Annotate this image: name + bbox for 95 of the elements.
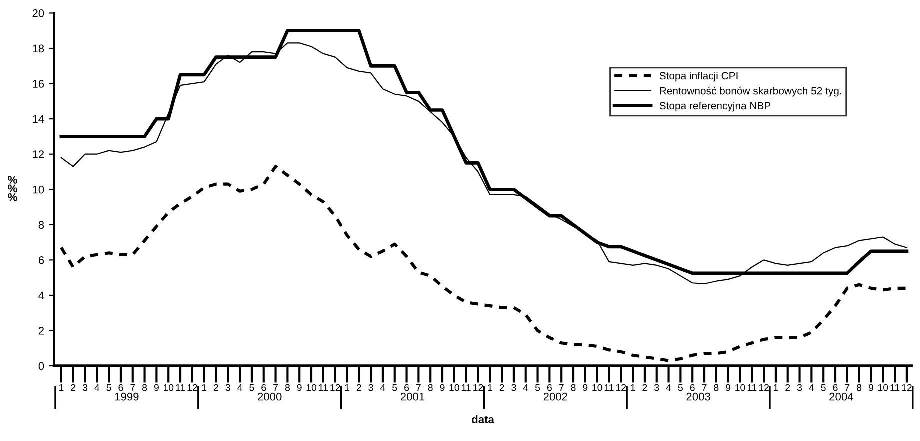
x-tick-label: 5 (821, 384, 826, 392)
x-tick-label: 7 (702, 384, 707, 392)
x-tick-label: 12 (759, 384, 769, 392)
x-tick-label: 4 (94, 384, 100, 392)
y-tick-label: 2 (38, 327, 44, 335)
x-tick-label: 1 (345, 384, 350, 392)
x-tick-label: 3 (368, 384, 374, 392)
y-tick-label: 8 (38, 221, 44, 230)
x-tick-label: 6 (262, 384, 266, 392)
x-tick-label: 3 (226, 384, 230, 392)
x-tick-label: 9 (726, 384, 731, 392)
x-tick-label: 8 (571, 384, 576, 392)
x-tick-label: 9 (297, 384, 302, 392)
y-tick-label: 14 (33, 115, 44, 124)
x-tick-label: 1 (488, 384, 492, 392)
x-tick-label: 7 (845, 384, 850, 392)
x-tick-label: 5 (535, 384, 540, 392)
x-tick-label: 11 (604, 384, 614, 392)
x-tick-label: 6 (118, 384, 124, 392)
x-tick-label: 4 (809, 384, 814, 392)
x-tick-label: 4 (666, 384, 672, 392)
x-tick-label: 10 (878, 384, 888, 392)
x-tick-label: 10 (736, 384, 746, 392)
x-tick-label: 5 (392, 384, 398, 392)
x-tick-label: 11 (319, 384, 328, 392)
x-tick-label: 1 (774, 384, 778, 392)
y-tick-label: 20 (32, 9, 44, 18)
x-tick-label: 9 (583, 384, 588, 392)
x-tick-label: 2 (214, 384, 218, 392)
x-tick-label: 11 (748, 384, 757, 392)
x-tick-label: 12 (902, 384, 912, 392)
x-tick-label: 5 (678, 384, 683, 392)
y-tick-label: 18 (33, 44, 44, 53)
y-axis-title: %%% (8, 176, 18, 202)
x-tick-label: 9 (440, 384, 445, 392)
x-tick-label: 3 (797, 384, 802, 392)
x-tick-label: 1 (631, 384, 636, 392)
x-tick-label: 8 (714, 384, 719, 392)
x-tick-label: 5 (250, 384, 254, 392)
text: 2002 (544, 392, 568, 401)
y-tick-label: 16 (33, 80, 44, 88)
x-tick-label: 10 (164, 384, 174, 392)
text: 2001 (400, 392, 425, 401)
x-tick-label: 8 (285, 384, 290, 392)
legend-label: Stopa referencyjna NBP (660, 102, 771, 112)
x-tick-label: 8 (857, 384, 862, 392)
x-tick-label: 4 (380, 384, 386, 392)
x-tick-label: 9 (154, 384, 159, 392)
x-tick-label: 3 (512, 384, 516, 392)
x-tick-label: 1 (59, 384, 64, 392)
x-tick-label: 3 (82, 384, 88, 392)
x-tick-label: 2 (356, 384, 362, 392)
x-tick-label: 7 (130, 384, 136, 392)
x-tick-label: 7 (416, 384, 421, 392)
legend-label: Stopa inflacji CPI (660, 72, 738, 82)
x-tick-label: 5 (106, 384, 112, 392)
y-tick-label: 10 (33, 186, 44, 194)
text: 1999 (115, 392, 139, 401)
x-tick-label: 11 (890, 384, 900, 392)
x-tick-label: 2 (500, 384, 504, 392)
x-tick-label: 11 (176, 384, 186, 392)
x-tick-label: 6 (690, 384, 695, 392)
x-tick-label: 6 (404, 384, 410, 392)
x-tick-label: 2 (642, 384, 648, 392)
x-tick-label: 10 (306, 384, 317, 392)
x-tick-label: 12 (616, 384, 626, 392)
x-tick-label: 6 (547, 384, 552, 392)
x-tick-label: 10 (450, 384, 460, 392)
x-tick-label: 6 (833, 384, 838, 392)
y-tick-label: 4 (38, 292, 44, 300)
x-tick-label: 3 (654, 384, 660, 392)
x-tick-label: 2 (71, 384, 76, 392)
x-tick-label: 12 (330, 384, 340, 392)
text: 2004 (830, 392, 854, 401)
x-tick-label: 11 (462, 384, 471, 392)
x-tick-label: 12 (474, 384, 484, 392)
x-tick-label: 9 (868, 384, 874, 392)
x-tick-label: 2 (786, 384, 790, 392)
y-tick-label: 12 (33, 150, 44, 158)
line-series (60, 165, 908, 362)
x-tick-label: 8 (428, 384, 433, 392)
x-tick-label: 1 (202, 384, 207, 392)
x-axis-title: data (472, 415, 494, 424)
text: 2000 (258, 392, 282, 401)
y-tick-label: 6 (38, 256, 44, 264)
x-tick-label: 8 (142, 384, 148, 392)
x-tick-label: 4 (523, 384, 528, 392)
x-tick-label: 4 (238, 384, 242, 392)
x-tick-label: 7 (274, 384, 278, 392)
x-tick-label: 7 (559, 384, 564, 392)
legend-label: Rentowność bonów skarbowych 52 tyg. (660, 86, 842, 97)
text: 2003 (686, 392, 710, 401)
y-tick-label: 0 (38, 362, 44, 370)
x-tick-label: 10 (592, 384, 602, 392)
x-tick-label: 12 (188, 384, 198, 392)
